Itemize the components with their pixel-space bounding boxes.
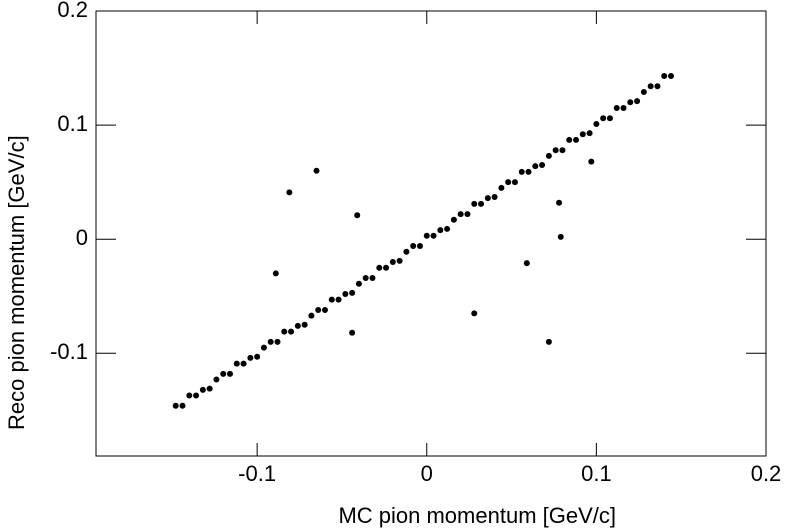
point xyxy=(260,344,267,351)
point xyxy=(668,73,675,80)
point xyxy=(349,289,356,296)
point xyxy=(286,189,293,196)
point xyxy=(206,385,213,392)
point xyxy=(313,167,320,174)
point xyxy=(539,162,546,169)
point xyxy=(464,211,471,218)
point xyxy=(396,257,403,264)
point xyxy=(484,195,491,202)
point xyxy=(220,370,227,377)
point xyxy=(267,338,274,345)
point xyxy=(227,370,233,377)
point xyxy=(349,329,356,336)
y-tick-label: 0.2 xyxy=(57,0,88,22)
point xyxy=(478,200,485,207)
point xyxy=(620,104,627,111)
point xyxy=(573,136,580,143)
y-tick-label: 0 xyxy=(76,225,88,250)
point xyxy=(545,152,552,159)
point xyxy=(199,386,206,393)
point xyxy=(471,310,478,317)
x-tick-label: 0.2 xyxy=(751,461,782,486)
point xyxy=(362,275,369,281)
point xyxy=(247,354,254,361)
point xyxy=(403,248,410,255)
point xyxy=(444,225,451,232)
point xyxy=(498,184,505,191)
point xyxy=(342,290,349,297)
point xyxy=(274,338,281,345)
point xyxy=(186,392,193,399)
plot-frame xyxy=(95,10,767,457)
point xyxy=(505,179,512,186)
point xyxy=(606,115,613,122)
point xyxy=(423,232,430,239)
point xyxy=(315,306,322,313)
point xyxy=(523,260,530,267)
point xyxy=(376,264,383,271)
point xyxy=(354,212,361,219)
point xyxy=(471,200,478,207)
point xyxy=(647,83,654,90)
x-tick-label: 0.1 xyxy=(581,461,612,486)
point xyxy=(552,147,559,154)
point xyxy=(369,275,376,281)
point xyxy=(430,232,437,239)
point xyxy=(518,168,525,175)
point xyxy=(457,211,464,218)
point xyxy=(254,353,261,360)
point xyxy=(193,392,200,399)
point xyxy=(437,227,444,234)
point xyxy=(328,296,335,303)
point xyxy=(301,321,308,328)
point xyxy=(491,193,498,200)
point xyxy=(557,233,564,240)
point xyxy=(240,360,247,367)
x-tick-label: 0 xyxy=(421,461,433,486)
point xyxy=(545,338,552,345)
point xyxy=(308,312,315,319)
point xyxy=(450,216,457,223)
point xyxy=(525,168,532,175)
point xyxy=(588,158,595,165)
y-axis-title: Reco pion momentum [GeV/c] xyxy=(4,135,29,430)
point xyxy=(335,296,342,303)
x-tick-label: -0.1 xyxy=(238,461,276,486)
point xyxy=(600,115,607,122)
point xyxy=(654,83,661,90)
point xyxy=(661,73,668,80)
point xyxy=(355,280,362,287)
point xyxy=(272,270,279,277)
point xyxy=(172,402,179,409)
y-tick-label: -0.1 xyxy=(50,339,88,364)
point xyxy=(559,147,566,154)
point xyxy=(383,264,390,271)
point xyxy=(416,243,423,250)
point xyxy=(321,306,328,313)
point xyxy=(640,89,647,96)
point xyxy=(281,328,288,335)
point xyxy=(627,99,634,106)
point xyxy=(556,199,563,206)
point xyxy=(233,360,240,367)
point xyxy=(294,322,301,329)
x-axis-title: MC pion momentum [GeV/c] xyxy=(338,503,616,528)
point xyxy=(389,259,396,266)
point xyxy=(593,120,600,127)
point xyxy=(213,376,220,383)
point xyxy=(410,243,417,250)
y-tick-label: 0.1 xyxy=(57,111,88,136)
point xyxy=(511,179,518,186)
point xyxy=(566,136,573,143)
point xyxy=(532,163,539,170)
point xyxy=(613,104,620,111)
point xyxy=(634,98,641,105)
point xyxy=(586,130,593,137)
point xyxy=(179,402,186,409)
point xyxy=(579,131,586,138)
point xyxy=(288,328,295,335)
